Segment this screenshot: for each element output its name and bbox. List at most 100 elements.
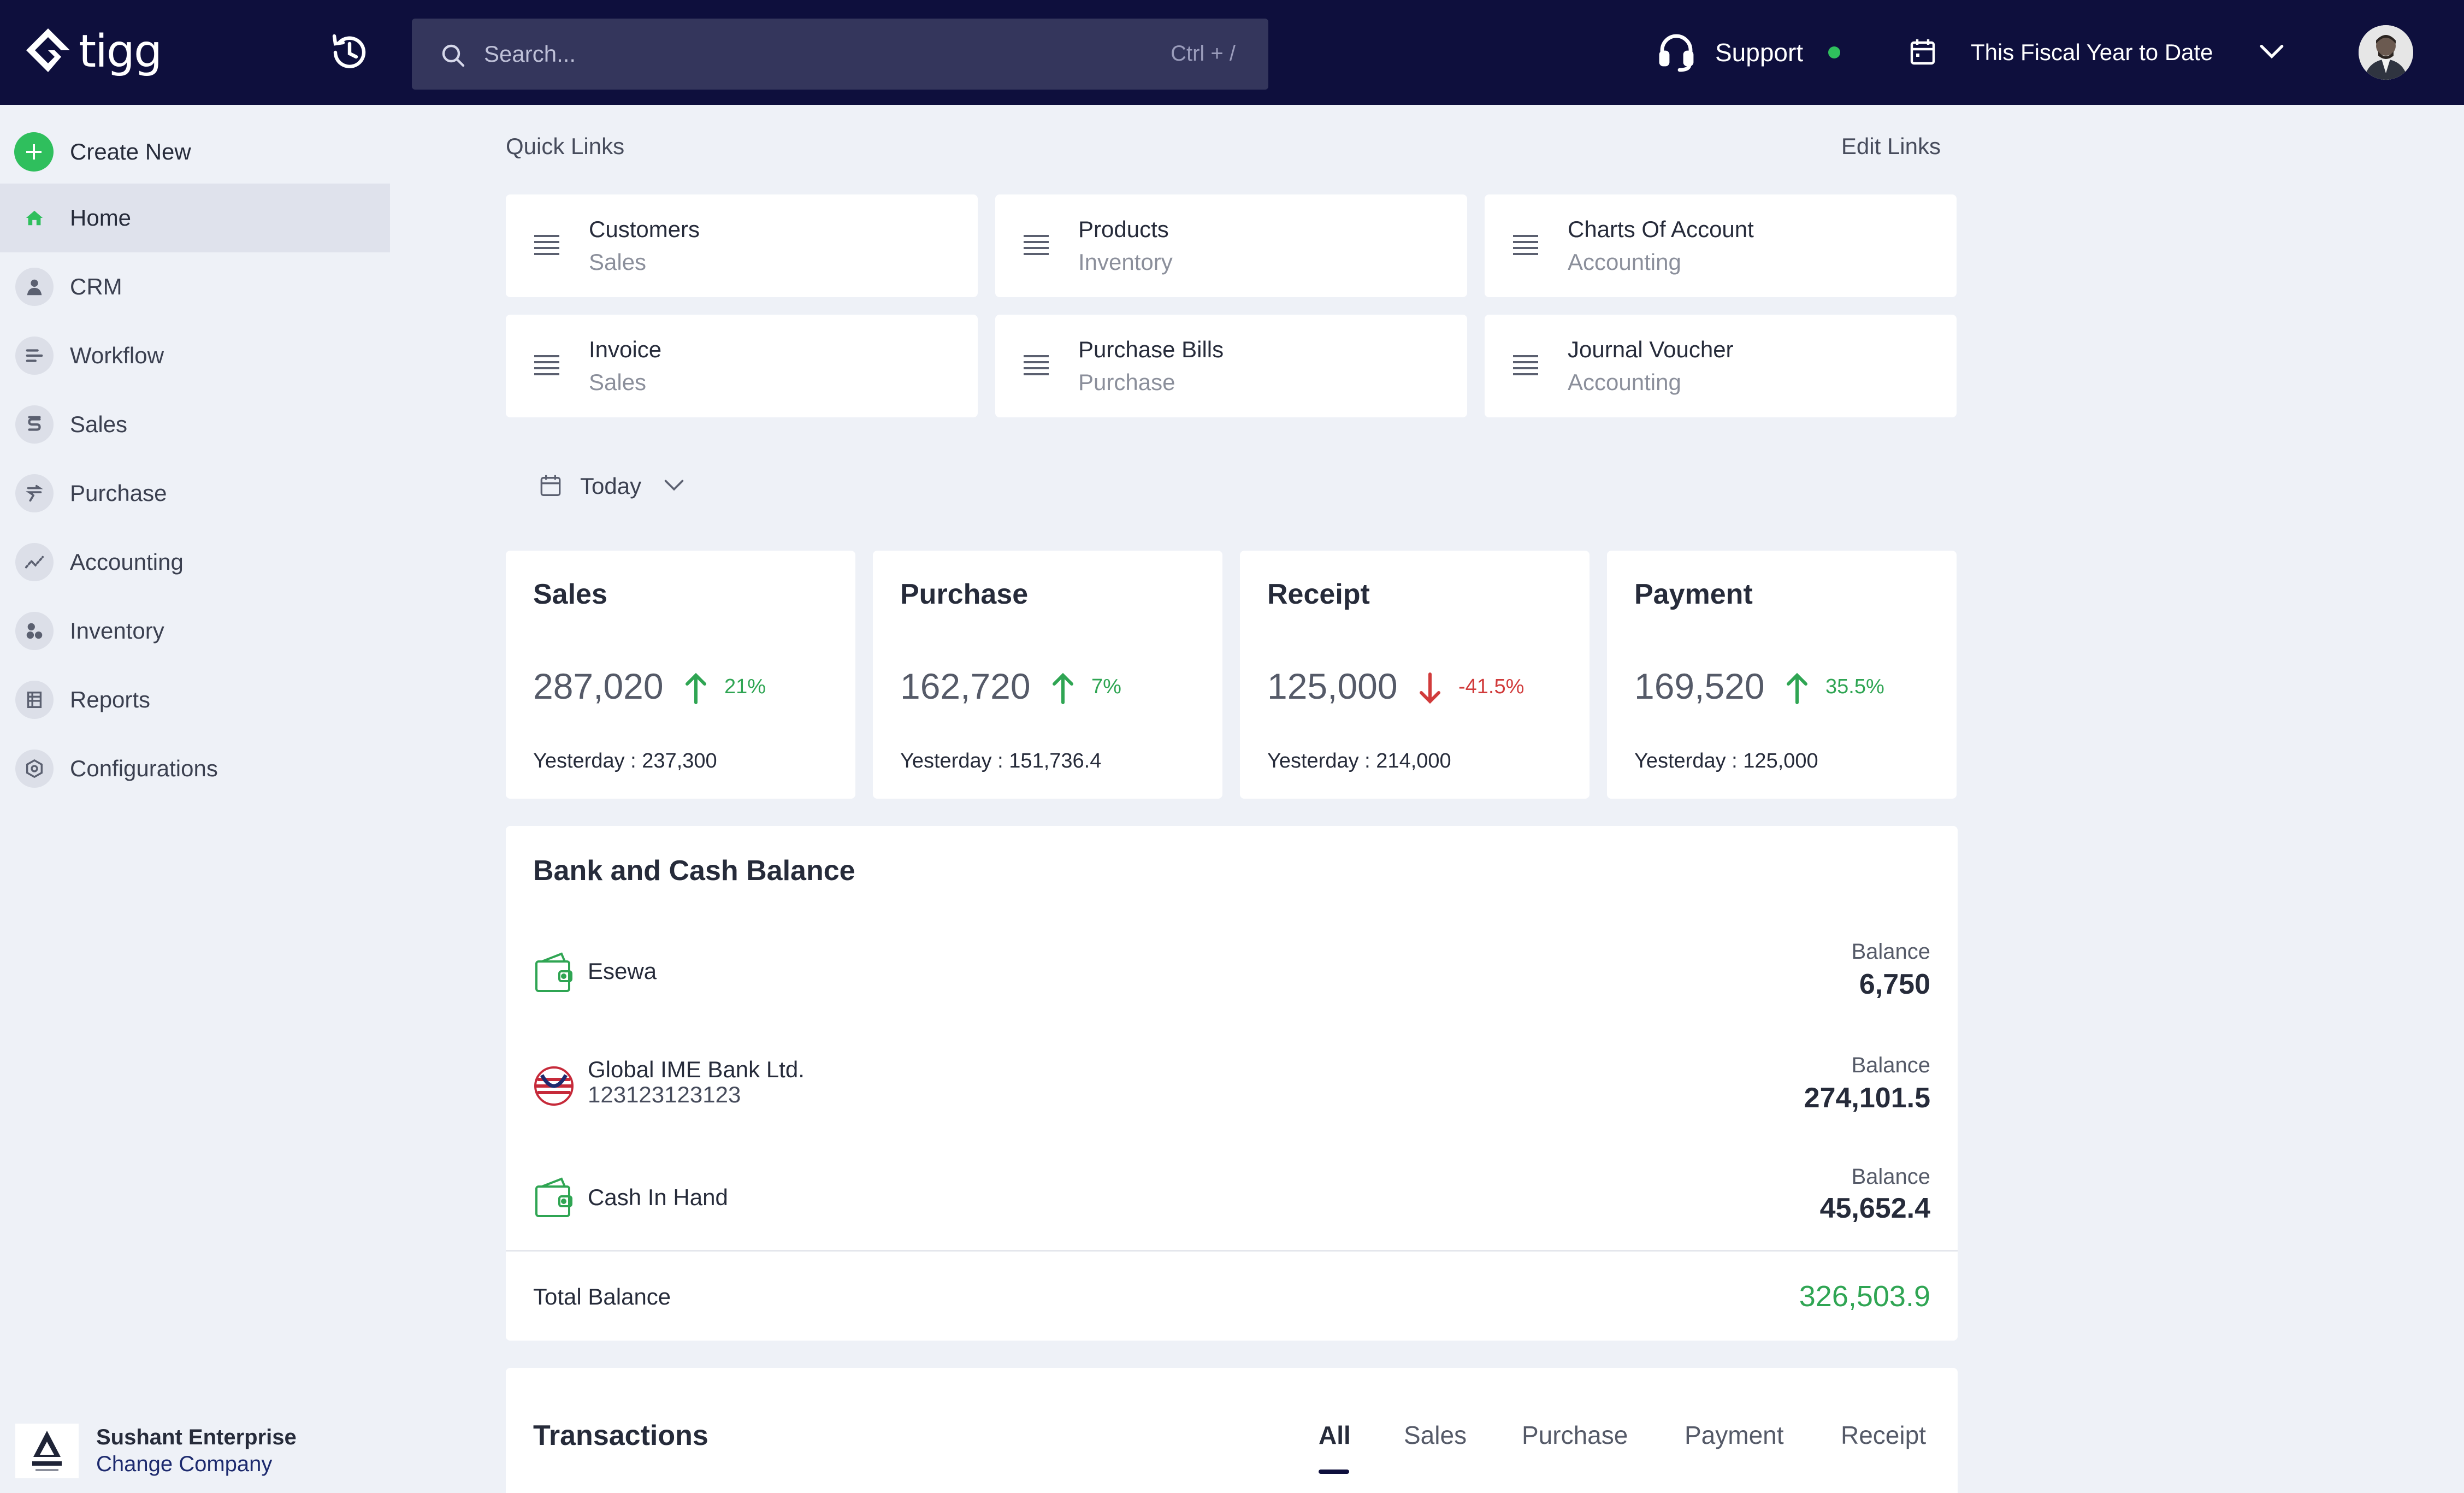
quick-link-name: Products xyxy=(1078,216,1169,242)
company-switcher[interactable]: Sushant Enterprise Change Company xyxy=(15,1423,297,1479)
sidebar-item-home[interactable]: Home xyxy=(0,184,390,252)
account-name: Cash In Hand xyxy=(588,1184,728,1210)
inventory-icon xyxy=(15,612,54,650)
transactions-title: Transactions xyxy=(533,1420,708,1451)
purchase-icon xyxy=(15,474,54,512)
top-bar: tigg Ctrl + / Support xyxy=(0,0,2464,105)
stat-title: Purchase xyxy=(900,579,1029,610)
account-row[interactable]: Cash In Hand Balance 45,652.4 xyxy=(533,1164,1930,1229)
sidebar-item-label: Sales xyxy=(70,411,128,437)
quick-link-invoice[interactable]: Invoice Sales xyxy=(506,315,978,417)
stat-title: Sales xyxy=(533,579,607,610)
list-icon xyxy=(1024,234,1049,256)
list-icon xyxy=(1513,354,1538,376)
account-number: 123123123123 xyxy=(588,1082,741,1107)
sidebar-item-purchase[interactable]: Purchase xyxy=(0,459,390,528)
bank-card-title: Bank and Cash Balance xyxy=(533,855,855,887)
stat-card-payment[interactable]: Payment 169,520 35.5% Yesterday : 125,00… xyxy=(1607,551,1957,799)
sidebar-item-workflow[interactable]: Workflow xyxy=(0,321,390,390)
quick-link-category: Sales xyxy=(589,369,647,395)
bank-logo-icon xyxy=(533,1064,575,1108)
sidebar-item-reports[interactable]: Reports xyxy=(0,665,390,734)
company-name: Sushant Enterprise xyxy=(96,1425,297,1449)
active-tab-indicator xyxy=(1319,1470,1349,1474)
date-filter-dropdown[interactable]: Today xyxy=(540,470,685,503)
app-logo[interactable]: tigg xyxy=(24,25,162,78)
account-row[interactable]: Global IME Bank Ltd. 123123123123 Balanc… xyxy=(533,1052,1930,1118)
tigg-logo-icon xyxy=(26,28,70,72)
stat-change: 7% xyxy=(1091,675,1121,698)
sidebar-item-sales[interactable]: Sales xyxy=(0,390,390,459)
quick-link-journal-voucher[interactable]: Journal Voucher Accounting xyxy=(1485,315,1957,417)
date-filter-label: Today xyxy=(580,473,642,499)
quick-link-charts-of-account[interactable]: Charts Of Account Accounting xyxy=(1485,194,1957,297)
edit-links-button[interactable]: Edit Links xyxy=(1841,133,1941,159)
chevron-down-icon xyxy=(663,478,685,495)
quick-link-category: Accounting xyxy=(1568,369,1681,395)
sidebar-item-inventory[interactable]: Inventory xyxy=(0,597,390,665)
period-label: This Fiscal Year to Date xyxy=(1971,39,2213,65)
plus-icon xyxy=(14,132,54,172)
quick-link-name: Charts Of Account xyxy=(1568,216,1754,242)
total-balance-label: Total Balance xyxy=(533,1284,671,1309)
sidebar-item-crm[interactable]: CRM xyxy=(0,252,390,321)
search-bar[interactable]: Ctrl + / xyxy=(412,19,1268,90)
sidebar-item-label: CRM xyxy=(70,274,122,299)
quick-link-name: Customers xyxy=(589,216,700,242)
home-icon xyxy=(15,199,54,237)
tab-purchase[interactable]: Purchase xyxy=(1522,1421,1628,1449)
balance-label: Balance xyxy=(1851,1053,1930,1077)
accounting-icon xyxy=(15,543,54,581)
tab-sales[interactable]: Sales xyxy=(1404,1421,1467,1449)
tab-receipt[interactable]: Receipt xyxy=(1841,1421,1926,1449)
quick-link-category: Accounting xyxy=(1568,249,1681,275)
stat-card-sales[interactable]: Sales 287,020 21% Yesterday : 237,300 xyxy=(506,551,855,799)
total-balance-value: 326,503.9 xyxy=(1799,1280,1930,1313)
sidebar-item-accounting[interactable]: Accounting xyxy=(0,528,390,597)
quick-link-name: Journal Voucher xyxy=(1568,337,1734,362)
search-icon xyxy=(440,43,466,69)
account-row[interactable]: Esewa Balance 6,750 xyxy=(533,939,1930,1004)
account-name: Global IME Bank Ltd. xyxy=(588,1057,805,1082)
balance-label: Balance xyxy=(1851,1165,1930,1189)
sidebar-item-configurations[interactable]: Configurations xyxy=(0,734,390,803)
search-input[interactable] xyxy=(484,19,1085,90)
quick-link-purchase-bills[interactable]: Purchase Bills Purchase xyxy=(995,315,1467,417)
online-status-dot xyxy=(1828,46,1841,58)
sidebar-item-label: Accounting xyxy=(70,549,184,575)
period-selector[interactable]: This Fiscal Year to Date xyxy=(1910,33,2285,72)
create-new-button[interactable]: Create New xyxy=(14,130,191,174)
stat-yesterday: Yesterday : 151,736.4 xyxy=(900,750,1102,772)
support-button[interactable]: Support xyxy=(1657,31,1841,74)
quick-link-category: Inventory xyxy=(1078,249,1173,275)
user-avatar[interactable] xyxy=(2359,25,2413,80)
tab-all[interactable]: All xyxy=(1319,1421,1351,1449)
calendar-icon xyxy=(540,473,562,500)
change-company-link[interactable]: Change Company xyxy=(96,1452,273,1476)
stat-card-receipt[interactable]: Receipt 125,000 -41.5% Yesterday : 214,0… xyxy=(1240,551,1590,799)
sidebar-item-label: Purchase xyxy=(70,480,167,506)
stat-value: 287,020 xyxy=(533,666,664,706)
quick-link-name: Purchase Bills xyxy=(1078,337,1224,362)
tab-payment[interactable]: Payment xyxy=(1685,1421,1784,1449)
stat-change: -41.5% xyxy=(1458,675,1525,698)
stat-value: 169,520 xyxy=(1634,666,1765,706)
stat-value: 162,720 xyxy=(900,666,1031,706)
quick-link-customers[interactable]: Customers Sales xyxy=(506,194,978,297)
list-icon xyxy=(1513,234,1538,256)
stat-yesterday: Yesterday : 125,000 xyxy=(1634,750,1818,772)
stat-title: Payment xyxy=(1634,579,1753,610)
support-label: Support xyxy=(1715,38,1804,67)
quick-link-category: Sales xyxy=(589,249,647,275)
arrow-up-icon xyxy=(685,672,707,705)
arrow-down-icon xyxy=(1419,672,1441,705)
stat-card-purchase[interactable]: Purchase 162,720 7% Yesterday : 151,736.… xyxy=(873,551,1222,799)
history-icon[interactable] xyxy=(328,31,371,74)
arrow-up-icon xyxy=(1786,672,1808,705)
workflow-icon xyxy=(15,337,54,375)
quick-link-products[interactable]: Products Inventory xyxy=(995,194,1467,297)
quick-link-category: Purchase xyxy=(1078,369,1175,395)
wallet-icon xyxy=(533,951,575,994)
sidebar-item-label: Inventory xyxy=(70,618,164,644)
sales-icon xyxy=(15,405,54,444)
